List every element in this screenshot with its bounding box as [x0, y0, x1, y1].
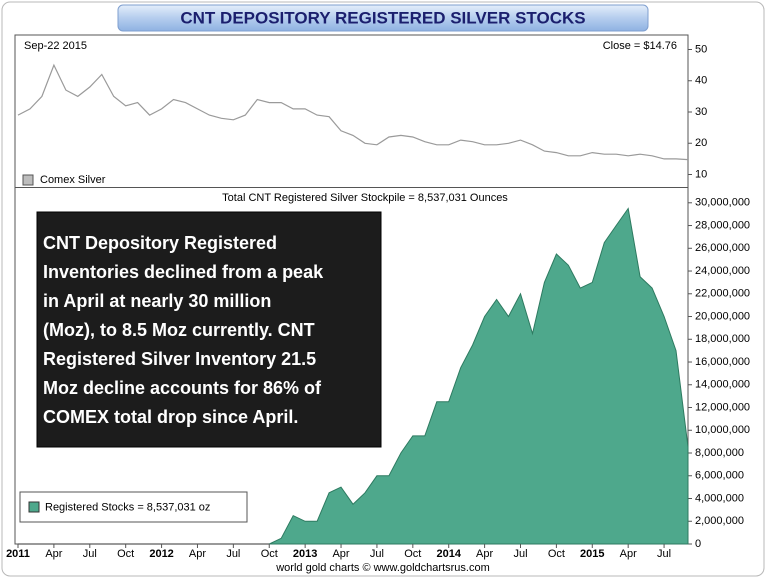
x-tick-label: Jul: [83, 548, 97, 560]
x-tick-label: 2014: [436, 548, 461, 560]
y-tick-label: 24,000,000: [695, 265, 750, 277]
x-tick-label: Apr: [45, 548, 62, 560]
y-tick-label: 40: [695, 75, 707, 87]
annotation-line: Inventories declined from a peak: [43, 262, 324, 282]
x-tick-label: Jul: [657, 548, 671, 560]
y-tick-label: 14,000,000: [695, 379, 750, 391]
y-tick-label: 4,000,000: [695, 492, 744, 504]
annotation-line: (Moz), to 8.5 Moz currently. CNT: [43, 320, 315, 340]
footer: world gold charts © www.goldchartsrus.co…: [275, 562, 490, 574]
legend-label: Registered Stocks = 8,537,031 oz: [45, 501, 210, 513]
annotation-box: [36, 211, 382, 448]
legend-swatch: [22, 174, 34, 186]
y-tick-label: 10,000,000: [695, 424, 750, 436]
annotation-line: CNT Depository Registered: [43, 233, 277, 253]
x-tick-label: Jul: [226, 548, 240, 560]
x-tick-label: 2013: [293, 548, 317, 560]
stock-area: [269, 207, 689, 545]
x-tick-label: 2012: [149, 548, 173, 560]
annotation-line: Moz decline accounts for 86% of: [43, 378, 322, 398]
y-tick-label: 12,000,000: [695, 401, 750, 413]
annotation-line: COMEX total drop since April.: [43, 407, 298, 427]
y-tick-label: 30: [695, 106, 707, 118]
x-tick-label: Apr: [620, 548, 637, 560]
y-tick-label: 2,000,000: [695, 515, 744, 527]
y-tick-label: 26,000,000: [695, 242, 750, 254]
legend-swatch: [28, 501, 40, 513]
y-tick-label: 6,000,000: [695, 470, 744, 482]
y-tick-label: 20,000,000: [695, 310, 750, 322]
x-tick-label: Oct: [548, 548, 565, 560]
x-tick-label: 2015: [580, 548, 604, 560]
x-tick-label: Oct: [117, 548, 134, 560]
y-tick-label: 28,000,000: [695, 219, 750, 231]
annotation-line: Registered Silver Inventory 21.5: [43, 349, 316, 369]
x-tick-label: Oct: [404, 548, 421, 560]
x-tick-label: Jul: [370, 548, 384, 560]
close-label: Close = $14.76: [603, 40, 677, 52]
y-tick-label: 8,000,000: [695, 447, 744, 459]
y-tick-label: 18,000,000: [695, 333, 750, 345]
legend-label: Comex Silver: [40, 174, 106, 186]
y-tick-label: 22,000,000: [695, 288, 750, 300]
x-tick-label: 2011: [6, 548, 30, 560]
y-tick-label: 30,000,000: [695, 197, 750, 209]
y-tick-label: 10: [695, 168, 707, 180]
legend-box: [19, 491, 248, 523]
annotation-line: in April at nearly 30 million: [43, 291, 271, 311]
y-tick-label: 0: [695, 538, 701, 550]
title-bar: [117, 4, 649, 32]
x-tick-label: Apr: [189, 548, 206, 560]
x-tick-label: Oct: [261, 548, 278, 560]
date-label: Sep-22 2015: [24, 40, 87, 52]
y-tick-label: 50: [695, 43, 707, 55]
x-tick-label: Jul: [513, 548, 527, 560]
y-tick-label: 16,000,000: [695, 356, 750, 368]
x-tick-label: Apr: [476, 548, 493, 560]
panel-header: Total CNT Registered Silver Stockpile = …: [222, 192, 508, 204]
chart-title: CNT DEPOSITORY REGISTERED SILVER STOCKS: [180, 8, 585, 27]
price-line: [17, 63, 689, 161]
x-tick-label: Apr: [332, 548, 349, 560]
y-tick-label: 20: [695, 137, 707, 149]
